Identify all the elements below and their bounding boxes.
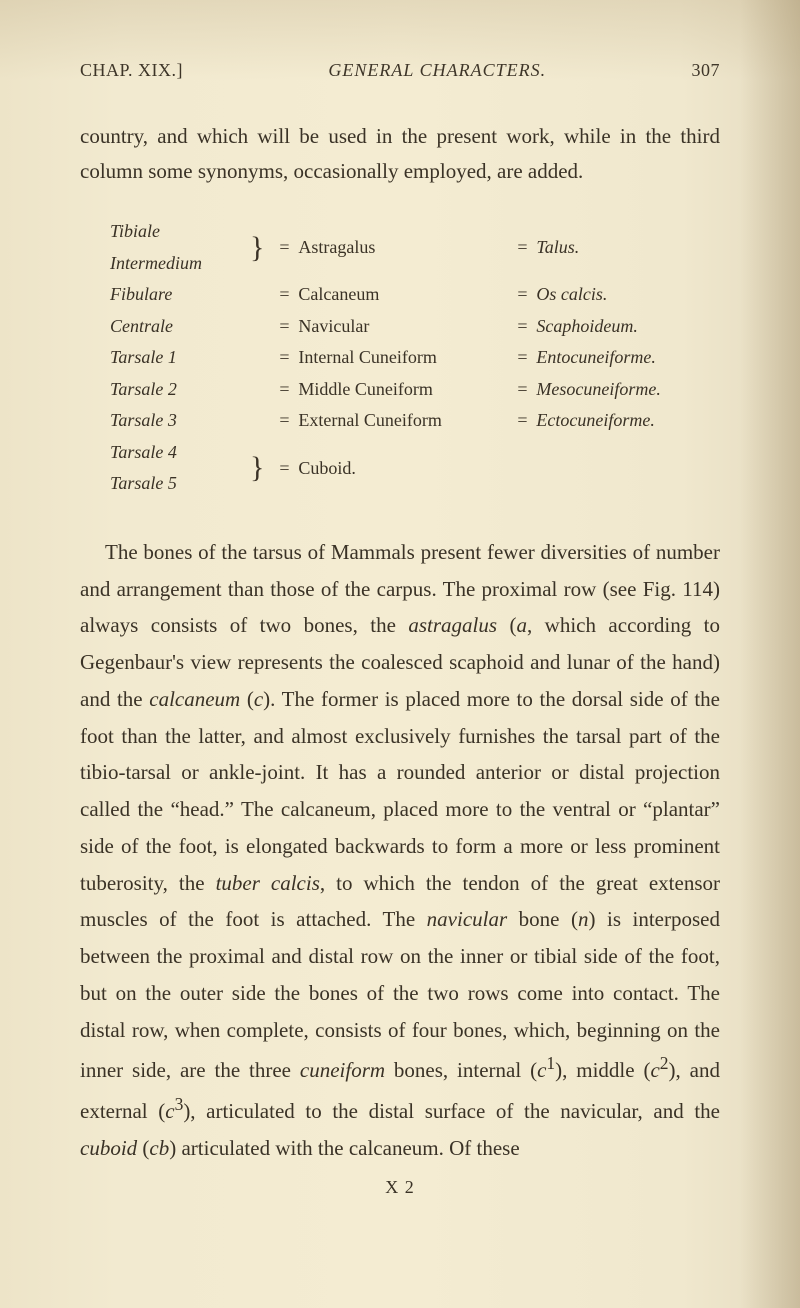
term-right: Mesocuneiforme. — [536, 374, 660, 406]
equals-sign: = — [270, 311, 298, 343]
equals-sign: = — [270, 374, 298, 406]
term-left: Tarsale 2 — [110, 374, 250, 406]
brace-icon: } — [250, 453, 264, 483]
term-left: Tarsale 5 — [110, 468, 250, 500]
intro-paragraph: country, and which will be used in the p… — [80, 119, 720, 188]
term-right: Entocuneiforme. — [536, 342, 655, 374]
equals-sign: = — [270, 232, 298, 264]
term-mid: Internal Cuneiform — [298, 342, 508, 374]
table-row: Centrale } = Navicular = Scaphoideum. — [110, 311, 720, 343]
term-left: Tarsale 3 — [110, 405, 250, 437]
table-row: Tarsale 1 } = Internal Cuneiform = Entoc… — [110, 342, 720, 374]
equals-sign: = — [508, 279, 536, 311]
term-left: Centrale — [110, 311, 250, 343]
header-title: GENERAL CHARACTERS. — [328, 60, 546, 81]
page-header: CHAP. XIX.] GENERAL CHARACTERS. 307 — [80, 60, 720, 81]
term-mid: Navicular — [298, 311, 508, 343]
term-left: Intermedium — [110, 248, 250, 280]
term-right: Ectocuneiforme. — [536, 405, 654, 437]
equals-sign: = — [508, 342, 536, 374]
signature-mark: X 2 — [80, 1177, 720, 1198]
brace-icon: } — [250, 233, 264, 263]
equals-sign: = — [508, 232, 536, 264]
term-right: Scaphoideum. — [536, 311, 637, 343]
table-row: Tarsale 4 Tarsale 5 } = Cuboid. — [110, 437, 720, 500]
table-row: Tibiale Intermedium } = Astragalus = Tal… — [110, 216, 720, 279]
table-row: Fibulare } = Calcaneum = Os calcis. — [110, 279, 720, 311]
synonym-table: Tibiale Intermedium } = Astragalus = Tal… — [110, 216, 720, 500]
equals-sign: = — [508, 374, 536, 406]
term-right: Talus. — [536, 232, 579, 264]
term-mid: Astragalus — [298, 232, 508, 264]
term-right: Os calcis. — [536, 279, 607, 311]
equals-sign: = — [270, 279, 298, 311]
header-chapter: CHAP. XIX.] — [80, 60, 183, 81]
term-mid: Middle Cuneiform — [298, 374, 508, 406]
equals-sign: = — [270, 453, 298, 485]
equals-sign: = — [508, 405, 536, 437]
equals-sign: = — [270, 405, 298, 437]
page-content: CHAP. XIX.] GENERAL CHARACTERS. 307 coun… — [0, 0, 800, 1238]
table-row: Tarsale 2 } = Middle Cuneiform = Mesocun… — [110, 374, 720, 406]
term-mid: External Cuneiform — [298, 405, 508, 437]
term-left: Tibiale — [110, 216, 250, 248]
term-mid: Calcaneum — [298, 279, 508, 311]
body-paragraph: The bones of the tarsus of Mammals prese… — [80, 534, 720, 1167]
table-row: Tarsale 3 } = External Cuneiform = Ectoc… — [110, 405, 720, 437]
equals-sign: = — [508, 311, 536, 343]
header-page-number: 307 — [692, 60, 721, 81]
term-left: Tarsale 4 — [110, 437, 250, 469]
term-left: Fibulare — [110, 279, 250, 311]
term-left: Tarsale 1 — [110, 342, 250, 374]
term-mid: Cuboid. — [298, 453, 508, 485]
equals-sign: = — [270, 342, 298, 374]
